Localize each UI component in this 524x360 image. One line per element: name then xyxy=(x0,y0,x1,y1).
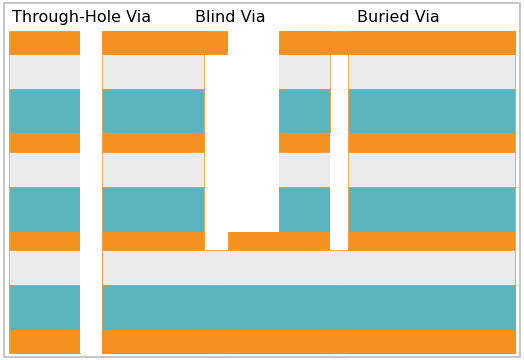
Bar xyxy=(102,330,515,353)
Bar xyxy=(102,31,515,54)
Bar xyxy=(348,330,515,353)
Bar xyxy=(102,250,515,285)
Bar xyxy=(9,285,80,330)
Text: Through-Hole Via: Through-Hole Via xyxy=(12,10,151,25)
Bar xyxy=(9,89,80,134)
Bar xyxy=(102,250,204,285)
Bar xyxy=(102,285,204,330)
Text: Blind Via: Blind Via xyxy=(195,10,266,25)
Bar xyxy=(102,152,204,187)
Text: Buried Via: Buried Via xyxy=(357,10,440,25)
Bar xyxy=(80,31,102,353)
Bar xyxy=(9,250,80,285)
Bar xyxy=(228,54,330,89)
Bar xyxy=(330,134,348,250)
Bar xyxy=(228,31,279,231)
Bar xyxy=(102,31,204,54)
Bar xyxy=(102,187,204,231)
Bar xyxy=(348,89,515,134)
Bar xyxy=(348,250,515,285)
Bar xyxy=(348,31,515,54)
Bar xyxy=(102,330,204,353)
Bar xyxy=(9,330,80,353)
Bar xyxy=(348,134,515,152)
Bar xyxy=(228,31,330,54)
Bar xyxy=(102,231,204,250)
Bar xyxy=(102,285,515,330)
Bar xyxy=(228,285,330,330)
Bar xyxy=(102,134,204,152)
Bar xyxy=(228,250,330,285)
Bar xyxy=(228,89,330,134)
Bar xyxy=(330,134,348,250)
Bar xyxy=(228,152,330,187)
Bar xyxy=(228,31,279,231)
Bar xyxy=(9,231,80,250)
Bar xyxy=(348,187,515,231)
Bar xyxy=(9,31,80,54)
Bar xyxy=(228,330,330,353)
Bar xyxy=(348,152,515,187)
Bar xyxy=(228,187,330,231)
Bar xyxy=(348,231,515,250)
Bar xyxy=(348,285,515,330)
Bar xyxy=(228,134,330,152)
Bar xyxy=(228,231,330,250)
Bar xyxy=(9,134,80,152)
Bar xyxy=(9,187,80,231)
Bar xyxy=(102,89,204,134)
Bar xyxy=(102,54,204,89)
Bar xyxy=(9,152,80,187)
Bar xyxy=(9,54,80,89)
Bar xyxy=(348,54,515,89)
